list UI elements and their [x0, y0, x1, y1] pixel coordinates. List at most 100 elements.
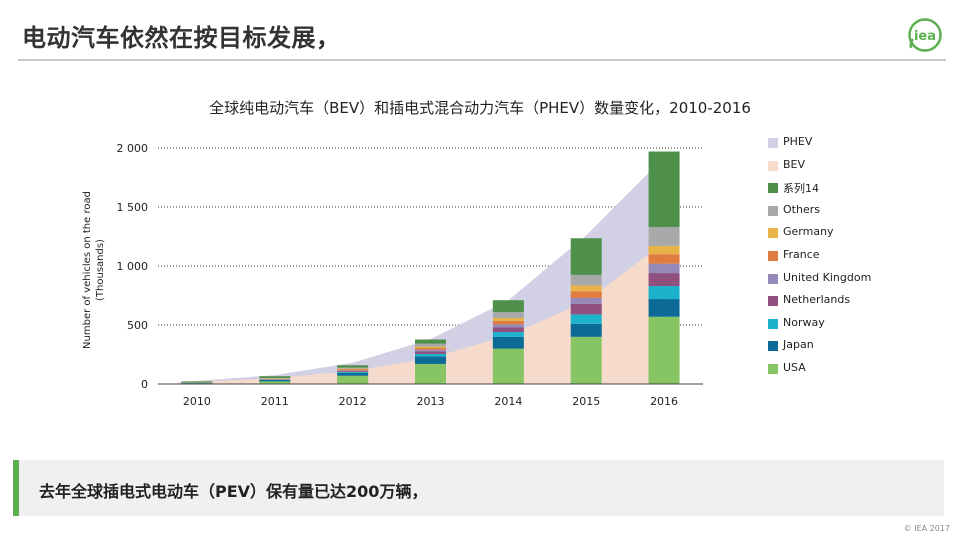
bar-segment-japan-2016 [648, 299, 680, 317]
legend-label: USA [783, 360, 806, 374]
x-tick-label: 2015 [572, 395, 600, 408]
legend-swatch [768, 363, 778, 374]
bar-segment-usa-2012 [337, 375, 369, 384]
x-tick-label: 2014 [494, 395, 522, 408]
bar-segment-usa-2011 [259, 381, 291, 384]
legend-swatch [768, 138, 778, 148]
legend-label: PHEV [783, 135, 813, 148]
bar-segment-系列14-2014 [492, 300, 524, 313]
legend-swatch [768, 183, 778, 194]
legend-label: United Kingdom [783, 270, 872, 284]
bar-segment-japan-2011 [259, 379, 291, 382]
logo-text: iea [914, 29, 936, 44]
x-tick-label: 2010 [183, 395, 211, 408]
legend-swatch [768, 273, 778, 284]
legend-item: United Kingdom [768, 270, 948, 293]
bar-segment-norway-2012 [337, 371, 369, 373]
legend-label: Japan [783, 338, 814, 352]
bar-segment-系列14-2011 [259, 376, 291, 378]
bar-segment-netherlands-2013 [415, 351, 446, 354]
legend-item: Japan [768, 337, 948, 360]
bar-segment-norway-2016 [648, 286, 680, 300]
slide-title: 电动汽车依然在按目标发展， [22, 24, 341, 52]
bar-segment-france-2016 [648, 254, 680, 264]
bar-segment-germany-2016 [648, 245, 680, 255]
bar-segment-netherlands-2014 [492, 327, 524, 333]
bar-segment-others-2015 [570, 274, 602, 286]
legend-swatch [768, 318, 778, 329]
bar-segment-united-kingdom-2013 [415, 349, 446, 352]
legend-swatch [768, 250, 778, 261]
bar-segment-系列14-2013 [415, 339, 446, 344]
bar-segment-france-2014 [492, 320, 524, 325]
callout-accent-bar [13, 460, 19, 516]
bar-segment-united-kingdom-2015 [570, 297, 602, 304]
bar-segment-united-kingdom-2016 [648, 263, 680, 274]
bar-segment-norway-2015 [570, 314, 602, 324]
bar-segment-united-kingdom-2012 [337, 370, 369, 372]
legend-swatch [768, 296, 778, 307]
legend-swatch [768, 228, 778, 239]
bar-segment-japan-2014 [492, 336, 524, 349]
copyright: © IEA 2017 [903, 524, 950, 533]
legend-item: Germany [768, 224, 948, 247]
legend-item: PHEV [768, 134, 948, 157]
legend-item: Norway [768, 315, 948, 338]
bar-segment-others-2012 [337, 367, 369, 369]
bar-segment-usa-2013 [415, 363, 446, 384]
bar-segment-系列14-2016 [648, 151, 680, 228]
y-tick-label: 0 [141, 378, 148, 391]
legend-swatch [768, 205, 778, 216]
bar-segment-系列14-2015 [570, 238, 602, 275]
y-tick-label: 1 500 [117, 201, 149, 214]
bar-segment-france-2015 [570, 291, 602, 298]
y-tick-label: 2 000 [117, 142, 149, 155]
bar-segment-france-2012 [337, 369, 369, 371]
x-tick-label: 2012 [339, 395, 367, 408]
legend-label: France [783, 247, 820, 261]
callout-text: 去年全球插电式电动车（PEV）保有量已达200万辆， [39, 482, 428, 501]
bar-segment-others-2013 [415, 343, 446, 347]
y-tick-label: 500 [127, 319, 148, 332]
bar-segment-netherlands-2012 [337, 371, 369, 372]
callout-box: 去年全球插电式电动车（PEV）保有量已达200万辆， [13, 460, 944, 516]
bar-segment-france-2013 [415, 348, 446, 350]
bar-segment-united-kingdom-2014 [492, 324, 524, 328]
legend-label: BEV [783, 157, 806, 171]
bar-segment-usa-2015 [570, 336, 602, 384]
chart-legend: PHEV BEV 系列14 Others Germany France United Kin… [768, 134, 948, 383]
legend-label: Germany [783, 225, 834, 239]
bar-segment-japan-2012 [337, 372, 369, 376]
bar-segment-norway-2013 [415, 353, 446, 357]
chart-title: 全球纯电动汽车（BEV）和插电式混合动力汽车（PHEV）数量变化，2010-20… [209, 99, 751, 117]
legend-item: Others [768, 202, 948, 225]
legend-item: Netherlands [768, 292, 948, 315]
title-divider [18, 59, 946, 61]
bar-segment-germany-2015 [570, 285, 602, 292]
legend-item: 系列14 [768, 179, 948, 202]
y-axis-label-line: (Thousands) [95, 239, 106, 301]
iea-logo: iea [908, 18, 942, 52]
bar-segment-japan-2015 [570, 323, 602, 337]
bar-segment-others-2016 [648, 227, 680, 246]
legend-item: France [768, 247, 948, 270]
bar-segment-netherlands-2016 [648, 273, 680, 287]
legend-item: BEV [768, 157, 948, 180]
bar-segment-netherlands-2015 [570, 303, 602, 315]
bar-segment-系列14-2010 [181, 381, 213, 383]
legend-swatch [768, 160, 778, 171]
legend-item: USA [768, 360, 948, 383]
x-tick-label: 2013 [417, 395, 445, 408]
x-tick-label: 2016 [650, 395, 678, 408]
bar-segment-usa-2014 [492, 348, 524, 384]
area-bev [178, 242, 665, 384]
y-axis-label-line: Number of vehicles on the road [82, 191, 93, 349]
bar-segment-germany-2012 [337, 368, 369, 370]
bar-segment-germany-2014 [492, 317, 524, 321]
y-tick-label: 1 000 [117, 260, 149, 273]
bar-segment-others-2014 [492, 312, 524, 318]
legend-swatch [768, 341, 778, 352]
legend-label: Norway [783, 315, 825, 329]
bar-segment-系列14-2012 [337, 365, 369, 368]
